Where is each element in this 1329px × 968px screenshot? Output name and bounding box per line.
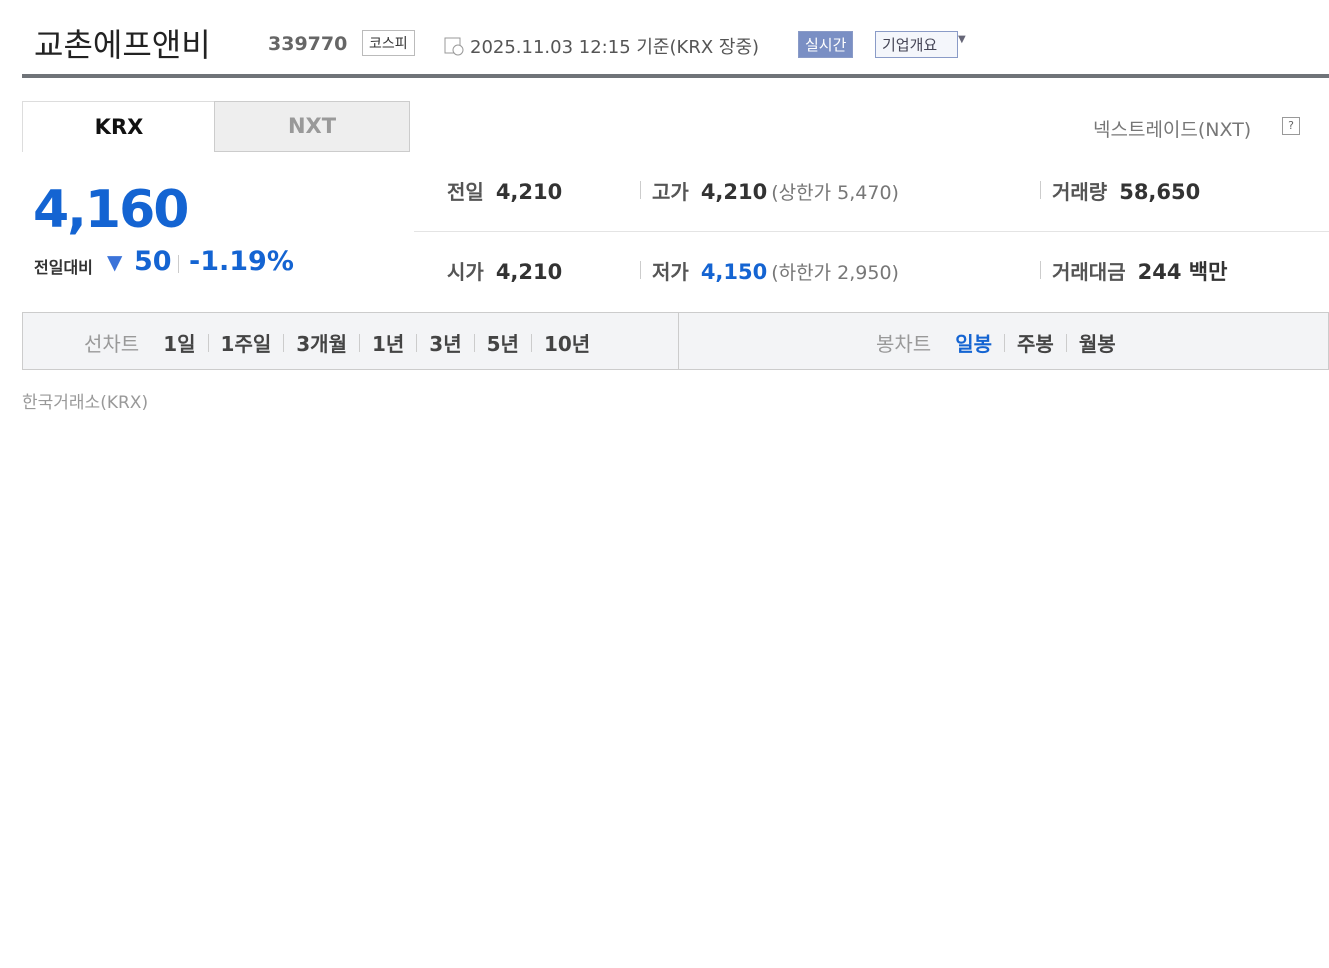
period-option[interactable]: 3년 bbox=[429, 332, 462, 356]
period-option[interactable]: 5년 bbox=[486, 332, 519, 356]
market-badge: 코스피 bbox=[362, 30, 415, 56]
period-option[interactable]: 월봉 bbox=[1078, 332, 1116, 356]
line-chart-label: 선차트 bbox=[84, 332, 140, 356]
dropdown-caret: ▼ bbox=[958, 34, 966, 45]
current-price: 4,160 bbox=[33, 180, 189, 240]
period-divider bbox=[678, 313, 679, 369]
tab[interactable]: KRX bbox=[22, 101, 216, 152]
stat-label: 전일 bbox=[447, 180, 484, 204]
stat-value: 4,150 bbox=[700, 260, 768, 284]
candle-chart-label: 봉차트 bbox=[876, 332, 932, 356]
separator bbox=[416, 333, 418, 352]
change-rate: -1.19% bbox=[189, 246, 294, 277]
period-option[interactable]: 일봉 bbox=[955, 332, 993, 356]
nxt-link[interactable]: 넥스트레이드(NXT) bbox=[1093, 119, 1252, 141]
period-option[interactable]: 10년 bbox=[543, 332, 591, 356]
change-label: 전일대비 bbox=[34, 258, 93, 277]
row-divider bbox=[414, 231, 1329, 232]
separator bbox=[473, 333, 475, 352]
separator bbox=[530, 333, 532, 352]
period-bar bbox=[22, 312, 1329, 370]
tab[interactable]: NXT bbox=[214, 101, 410, 152]
separator bbox=[283, 333, 285, 352]
chart-source: 한국거래소(KRX) bbox=[22, 393, 148, 413]
change-amount: 50 bbox=[134, 246, 172, 277]
stat-label: 시가 bbox=[447, 260, 484, 284]
stock-name: 교촌에프앤비 bbox=[34, 26, 211, 64]
stat-label: 고가 bbox=[652, 180, 689, 204]
period-option[interactable]: 1주일 bbox=[220, 332, 272, 356]
period-option[interactable]: 1년 bbox=[371, 332, 405, 356]
timestamp: 2025.11.03 12:15 기준(KRX 장중) bbox=[470, 37, 760, 58]
chart: 한국거래소(KRX) bbox=[22, 393, 148, 413]
separator bbox=[207, 333, 209, 352]
realtime-button[interactable]: 실시간 bbox=[798, 31, 854, 58]
line-chart-options: 선차트 1일 1주일 3개월 1년 3년 5년 10년 bbox=[84, 328, 590, 357]
candle-chart-options: 봉차트 일봉 주봉 월봉 bbox=[876, 328, 1116, 357]
separator bbox=[1065, 333, 1067, 352]
help-icon[interactable]: ? bbox=[1282, 117, 1300, 135]
stat-value: 4,210 bbox=[495, 260, 563, 284]
stat-label: 거래량 bbox=[1052, 180, 1108, 204]
stock-code: 339770 bbox=[268, 33, 348, 55]
stat-label: 거래대금 bbox=[1052, 260, 1126, 284]
company-button[interactable]: 기업개요 bbox=[875, 31, 959, 58]
stat-note: (하한가 2,950) bbox=[771, 262, 899, 284]
separator bbox=[358, 333, 360, 352]
down-arrow: ▼ bbox=[107, 250, 123, 274]
stat-value: 244 백만 bbox=[1137, 260, 1228, 284]
period-option[interactable]: 주봉 bbox=[1017, 332, 1054, 356]
stat-label: 저가 bbox=[652, 260, 689, 284]
separator bbox=[1004, 333, 1006, 352]
header-rule bbox=[22, 74, 1329, 78]
stat-value: 4,210 bbox=[495, 180, 563, 204]
stat-value: 58,650 bbox=[1119, 180, 1201, 204]
stat-note: (상한가 5,470) bbox=[771, 182, 899, 204]
period-option[interactable]: 3개월 bbox=[296, 332, 347, 356]
stat-value: 4,210 bbox=[700, 180, 768, 204]
period-option[interactable]: 1일 bbox=[163, 332, 196, 356]
calendar-icon: 08/0408/1308/2509/0109/1009/1909/3010/16… bbox=[444, 37, 464, 56]
